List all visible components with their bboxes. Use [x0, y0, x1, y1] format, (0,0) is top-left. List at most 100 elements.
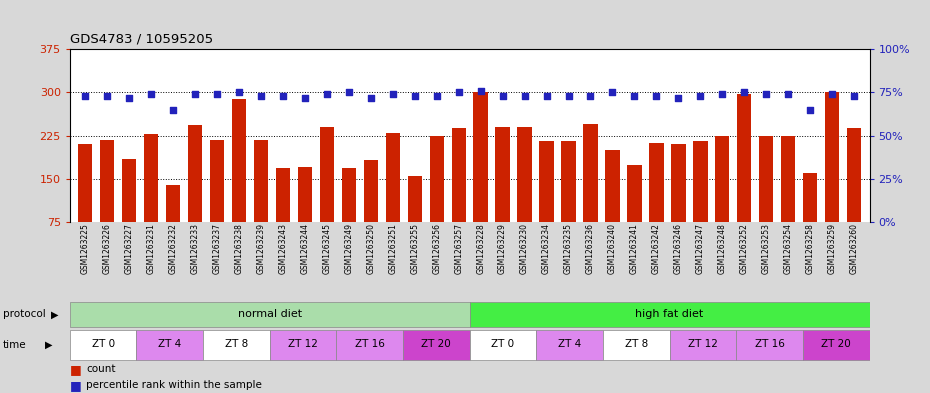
- Bar: [825, 92, 840, 265]
- Bar: [670, 330, 737, 360]
- Point: [298, 94, 312, 101]
- Point: [209, 91, 224, 97]
- Point: [517, 93, 532, 99]
- Bar: [537, 330, 603, 360]
- Bar: [759, 136, 774, 265]
- Text: count: count: [86, 364, 116, 375]
- Text: ZT 12: ZT 12: [288, 339, 318, 349]
- Bar: [781, 136, 795, 265]
- Bar: [100, 140, 114, 265]
- Bar: [583, 124, 598, 265]
- Point: [846, 93, 861, 99]
- Bar: [473, 92, 487, 265]
- Bar: [70, 330, 137, 360]
- Bar: [603, 330, 670, 360]
- Text: ZT 12: ZT 12: [688, 339, 718, 349]
- Bar: [628, 165, 642, 265]
- Bar: [144, 134, 158, 265]
- Bar: [320, 127, 334, 265]
- Point: [693, 93, 708, 99]
- Point: [473, 88, 488, 94]
- Point: [319, 91, 334, 97]
- Point: [100, 93, 114, 99]
- Point: [781, 91, 796, 97]
- Bar: [70, 302, 470, 327]
- Point: [430, 93, 445, 99]
- Bar: [803, 330, 870, 360]
- Point: [605, 89, 620, 95]
- Point: [451, 89, 466, 95]
- Bar: [337, 330, 403, 360]
- Text: ZT 4: ZT 4: [158, 339, 181, 349]
- Point: [385, 91, 400, 97]
- Text: ■: ■: [70, 378, 82, 392]
- Bar: [496, 127, 510, 265]
- Point: [825, 91, 840, 97]
- Bar: [78, 144, 92, 265]
- Text: ZT 16: ZT 16: [754, 339, 785, 349]
- Text: percentile rank within the sample: percentile rank within the sample: [86, 380, 262, 390]
- Point: [341, 89, 356, 95]
- Text: protocol: protocol: [3, 309, 46, 320]
- Point: [122, 94, 137, 101]
- Bar: [364, 160, 378, 265]
- Point: [715, 91, 730, 97]
- Point: [737, 89, 751, 95]
- Bar: [605, 150, 619, 265]
- Point: [671, 94, 685, 101]
- Point: [803, 107, 817, 113]
- Text: ZT 8: ZT 8: [225, 339, 248, 349]
- Text: high fat diet: high fat diet: [635, 309, 704, 319]
- Text: ZT 8: ZT 8: [625, 339, 648, 349]
- Point: [649, 93, 664, 99]
- Bar: [270, 330, 337, 360]
- Point: [407, 93, 422, 99]
- Point: [583, 93, 598, 99]
- Bar: [539, 141, 553, 265]
- Bar: [188, 125, 202, 265]
- Text: ZT 20: ZT 20: [421, 339, 451, 349]
- Bar: [386, 133, 400, 265]
- Text: ▶: ▶: [45, 340, 52, 350]
- Text: time: time: [3, 340, 26, 350]
- Point: [539, 93, 554, 99]
- Bar: [737, 330, 803, 360]
- Bar: [470, 302, 870, 327]
- Point: [166, 107, 180, 113]
- Bar: [232, 99, 246, 265]
- Bar: [203, 330, 270, 360]
- Bar: [166, 185, 180, 265]
- Bar: [847, 128, 861, 265]
- Point: [759, 91, 774, 97]
- Point: [364, 94, 379, 101]
- Bar: [254, 140, 268, 265]
- Bar: [804, 173, 817, 265]
- Bar: [122, 159, 136, 265]
- Bar: [470, 330, 537, 360]
- Text: ZT 0: ZT 0: [91, 339, 114, 349]
- Point: [78, 93, 93, 99]
- Text: GDS4783 / 10595205: GDS4783 / 10595205: [70, 32, 213, 45]
- Text: ■: ■: [70, 363, 82, 376]
- Point: [188, 91, 203, 97]
- Point: [275, 93, 290, 99]
- Bar: [715, 136, 729, 265]
- Text: ZT 0: ZT 0: [491, 339, 514, 349]
- Bar: [210, 140, 224, 265]
- Point: [143, 91, 158, 97]
- Bar: [737, 94, 751, 265]
- Text: ZT 16: ZT 16: [354, 339, 385, 349]
- Text: normal diet: normal diet: [238, 309, 301, 319]
- Bar: [275, 169, 290, 265]
- Point: [627, 93, 642, 99]
- Point: [254, 93, 269, 99]
- Text: ▶: ▶: [51, 309, 59, 320]
- Bar: [341, 169, 356, 265]
- Bar: [693, 141, 708, 265]
- Point: [561, 93, 576, 99]
- Bar: [407, 176, 422, 265]
- Bar: [649, 143, 664, 265]
- Bar: [298, 167, 312, 265]
- Bar: [562, 141, 576, 265]
- Point: [495, 93, 510, 99]
